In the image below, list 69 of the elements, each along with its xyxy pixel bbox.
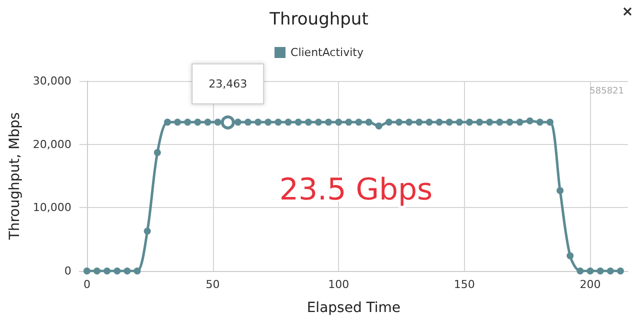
point xyxy=(83,268,90,274)
annotation: 23,463 xyxy=(208,77,248,90)
point xyxy=(436,118,443,126)
x-tick-label: 0 xyxy=(83,278,90,291)
point xyxy=(506,118,514,126)
point xyxy=(134,268,141,274)
point xyxy=(114,268,121,274)
point xyxy=(194,118,202,126)
point xyxy=(456,118,463,126)
point xyxy=(426,118,433,126)
point xyxy=(174,118,182,126)
point xyxy=(526,117,534,124)
y-tick-label: 0 xyxy=(64,264,72,278)
y-tick-label: 10,000 xyxy=(32,201,72,214)
point xyxy=(164,118,171,126)
point xyxy=(214,118,222,126)
point xyxy=(536,118,544,126)
y-tick-label: 30,000 xyxy=(32,74,72,88)
point xyxy=(516,118,524,126)
point xyxy=(406,118,413,126)
point xyxy=(396,118,402,126)
legend-label: ClientActivity xyxy=(290,46,364,59)
point xyxy=(104,268,111,274)
x-tick-label: 100 xyxy=(328,278,350,291)
point xyxy=(124,268,131,274)
point xyxy=(556,187,564,194)
annotation: 585821 xyxy=(590,86,624,96)
point xyxy=(596,268,604,274)
point xyxy=(154,149,161,156)
chart-title: Throughput xyxy=(268,10,369,30)
point xyxy=(416,118,423,126)
x-tick-label: 200 xyxy=(580,278,601,291)
point xyxy=(586,268,594,274)
point xyxy=(496,118,504,126)
point xyxy=(385,118,392,126)
point xyxy=(254,118,262,126)
point xyxy=(284,118,292,126)
point xyxy=(234,118,242,126)
point xyxy=(304,118,312,126)
point xyxy=(204,118,212,126)
point xyxy=(244,118,252,126)
point xyxy=(486,118,494,126)
y-axis-title: Throughput, Mbps xyxy=(7,112,23,241)
x-tick-label: 150 xyxy=(454,278,475,291)
point xyxy=(375,122,382,130)
point xyxy=(264,118,272,126)
point xyxy=(335,118,342,126)
point xyxy=(446,118,453,126)
point xyxy=(606,268,614,274)
point xyxy=(294,118,302,126)
x-axis-title: Elapsed Time xyxy=(306,300,401,316)
point xyxy=(576,268,584,274)
point xyxy=(144,228,151,235)
point xyxy=(345,118,352,126)
point xyxy=(476,118,484,126)
point xyxy=(616,268,624,274)
point xyxy=(325,118,332,126)
point xyxy=(466,118,473,126)
y-tick-label: 20,000 xyxy=(32,138,72,151)
point xyxy=(274,118,282,126)
point xyxy=(184,118,192,126)
x-tick-label: 50 xyxy=(206,278,220,291)
point xyxy=(355,118,362,126)
point xyxy=(566,252,574,260)
annotation: 23.5 Gbps xyxy=(279,172,433,208)
point xyxy=(365,118,372,126)
point xyxy=(314,118,322,126)
point xyxy=(546,118,554,126)
point xyxy=(94,268,101,274)
